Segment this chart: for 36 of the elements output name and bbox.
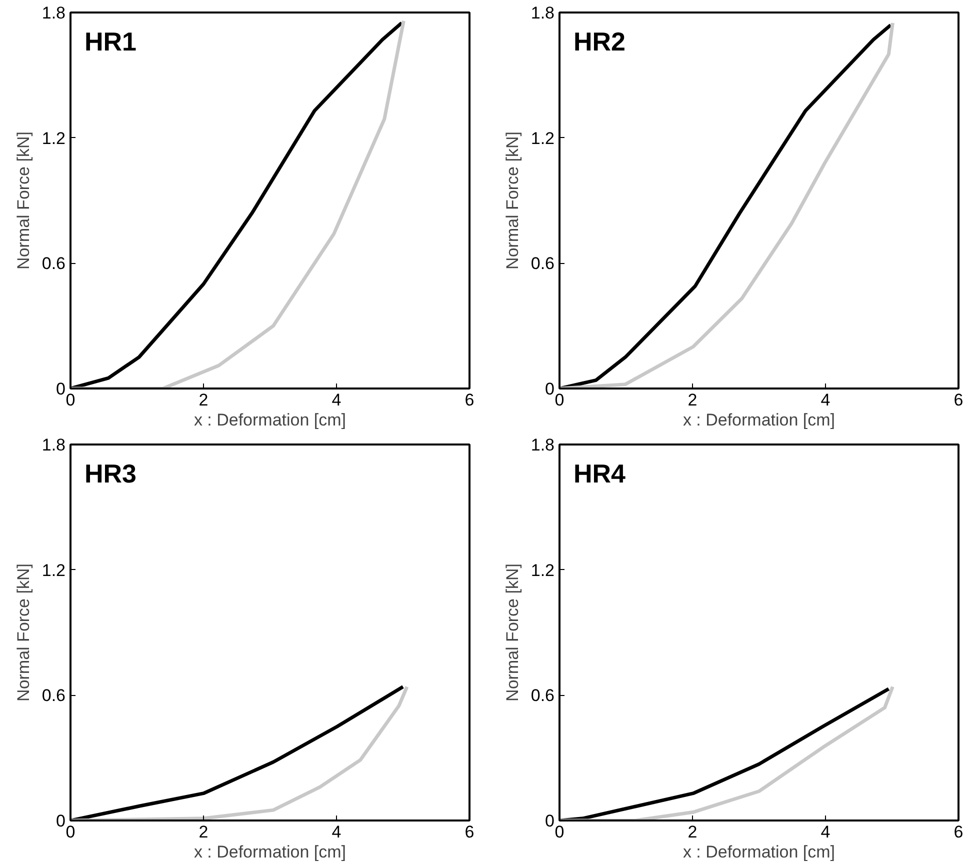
y-tick-label: 1.8 [530,436,555,454]
y-tick-label: 0.6 [42,686,66,706]
x-tick-label: 4 [820,390,830,410]
x-tick-label: 2 [198,390,208,410]
text: HR3 [84,458,137,488]
y-tick-label: 1.8 [42,436,66,454]
x-axis-title: x : Deformation [cm] [194,410,346,430]
y-axis-title: Normal Force [kN] [502,132,522,270]
x-axis-title: x : Deformation [cm] [682,410,836,430]
y-axis-title: Normal Force [kN] [14,132,33,270]
y-tick-label: 1.2 [42,128,66,148]
x-tick-label: 6 [464,822,474,842]
y-tick-label: 0.6 [42,254,66,274]
y-tick-label: 0.6 [530,686,555,706]
x-axis-title: x : Deformation [cm] [682,842,836,862]
x-tick-label: 4 [332,822,342,842]
y-tick-label: 1.8 [530,4,555,22]
text: HR1 [84,26,137,56]
x-tick-label: 6 [464,390,474,410]
x-tick-label: 6 [954,822,964,842]
text: HR4 [574,458,626,488]
x-tick-label: 2 [198,822,208,842]
y-tick-label: 1.8 [42,4,66,22]
x-tick-label: 6 [954,390,964,410]
y-tick-label: 0.6 [530,254,555,274]
y-axis-title: Normal Force [kN] [14,564,33,702]
x-tick-label: 2 [688,822,698,842]
y-tick-label: 1.2 [530,560,555,580]
x-tick-label: 4 [820,822,830,842]
x-axis-title: x : Deformation [cm] [194,842,346,862]
x-tick-label: 4 [332,390,342,410]
x-tick-label: 2 [688,390,698,410]
y-axis-title: Normal Force [kN] [502,564,522,702]
text: HR2 [574,26,626,56]
y-tick-label: 1.2 [42,560,66,580]
y-tick-label: 1.2 [530,128,555,148]
